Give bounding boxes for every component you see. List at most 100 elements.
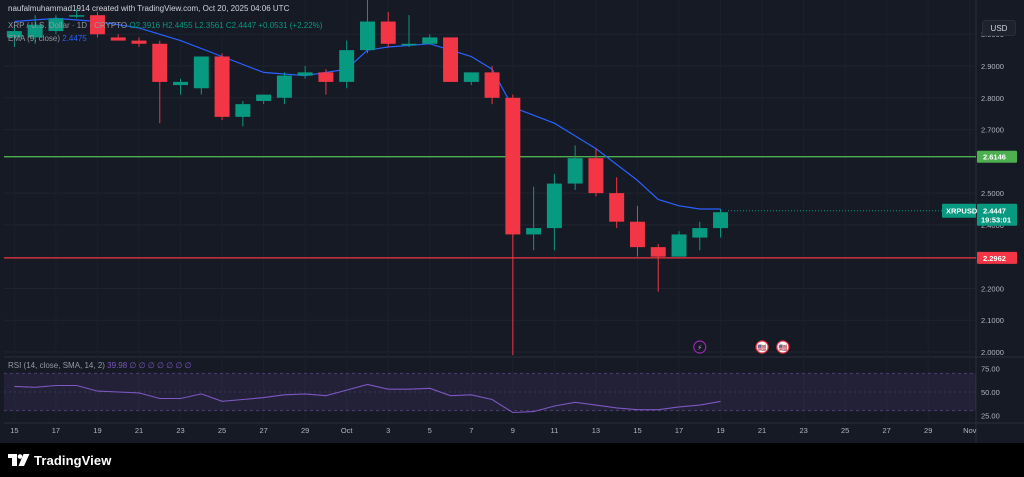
candle-body-up[interactable] (671, 234, 687, 257)
candles (6, 0, 729, 356)
candle-body-down[interactable] (110, 37, 126, 41)
level-tag (977, 150, 1017, 163)
candle-body-up[interactable] (27, 24, 43, 38)
date-tick-label: 17 (675, 426, 683, 435)
candle-body-up[interactable] (69, 15, 85, 17)
price-tick-label: 2.9000 (981, 62, 1004, 71)
tradingview-logo-text: TradingView (34, 452, 112, 468)
candle-body-down[interactable] (650, 247, 666, 257)
candle-body-up[interactable] (692, 228, 708, 238)
rsi-values: 39.98 ∅ ∅ ∅ ∅ ∅ ∅ ∅ (107, 361, 192, 370)
date-tick-label: 29 (924, 426, 932, 435)
date-tick-label: 29 (301, 426, 309, 435)
price-tick-label: 2.5000 (981, 189, 1004, 198)
date-tick-label: 15 (10, 426, 18, 435)
date-tick-label: 9 (511, 426, 515, 435)
date-tick-label: 19 (716, 426, 724, 435)
date-tick-label: 7 (469, 426, 473, 435)
candle-body-up[interactable] (401, 43, 417, 46)
symbol-title: XRP / U.S. Dollar · 1D · CRYPTO (8, 21, 128, 30)
rsi-band (4, 372, 976, 412)
date-tick-label: 17 (52, 426, 60, 435)
candle-body-up[interactable] (713, 212, 729, 229)
symbol-tag-label: XRPUSD (946, 207, 978, 216)
watermark-bar: TradingView (0, 443, 1024, 477)
lightning-icon-glyph: ⚡ (697, 344, 702, 352)
candle-body-down[interactable] (629, 221, 645, 248)
us-flag-icon[interactable] (776, 340, 790, 354)
candle-body-up[interactable] (6, 31, 22, 38)
candle-body-down[interactable] (588, 158, 604, 194)
candle-body-up[interactable] (339, 50, 355, 82)
rsi-legend[interactable]: RSI (14, close, SMA, 14, 2) 39.98 ∅ ∅ ∅ … (8, 361, 192, 370)
date-tick-label: 11 (550, 426, 558, 435)
date-tick-label: 21 (758, 426, 766, 435)
rsi-tick-label: 25.00 (981, 411, 1000, 420)
date-tick-label: 25 (218, 426, 226, 435)
us-flag-icon[interactable] (755, 340, 769, 354)
level-tag-label: 2.6146 (983, 153, 1006, 162)
date-tick-label: 21 (135, 426, 143, 435)
rsi-tick-label: 50.00 (981, 388, 1000, 397)
event-icons: ⚡ 🇺🇸 🇺🇸 (693, 340, 790, 354)
rsi-layer (14, 383, 721, 414)
level-tag-label: 2.2962 (983, 254, 1006, 263)
lightning-icon[interactable] (693, 340, 707, 354)
symbol-tag (942, 203, 976, 218)
symbol-legend[interactable]: XRP / U.S. Dollar · 1D · CRYPTO O2.3916 … (8, 21, 322, 30)
candle-body-down[interactable] (318, 72, 334, 82)
countdown-label: 19:53:01 (981, 216, 1011, 225)
date-tick-label: 27 (259, 426, 267, 435)
date-tick-label: 25 (841, 426, 849, 435)
date-tick-label: 23 (799, 426, 807, 435)
candle-body-up[interactable] (297, 72, 313, 76)
candle-body-up[interactable] (235, 104, 251, 117)
candle-body-down[interactable] (380, 21, 396, 44)
candle-body-up[interactable] (48, 18, 64, 32)
tradingview-logo-icon (8, 454, 30, 466)
date-tick-label: 5 (428, 426, 432, 435)
date-tick-label: 13 (592, 426, 600, 435)
rsi-tick-label: 75.00 (981, 365, 1000, 374)
tradingview-logo[interactable]: TradingView (8, 450, 111, 470)
date-tick-label: 27 (883, 426, 891, 435)
ema-line (14, 17, 721, 210)
candle-body-down[interactable] (484, 72, 500, 98)
candle-body-down[interactable] (131, 40, 147, 44)
last-price-tag (977, 203, 1017, 226)
candle-body-up[interactable] (359, 21, 375, 51)
ema-label: EMA (9, close) (8, 34, 61, 43)
ema-layer (14, 17, 721, 210)
price-tick-label: 2.1000 (981, 316, 1004, 325)
candle-body-up[interactable] (256, 94, 272, 101)
candle-body-up[interactable] (276, 75, 292, 98)
candle-body-down[interactable] (152, 43, 168, 82)
chart-frame: ⚡🇺🇸🇺🇸 3.00002.90002.80002.70002.50002.40… (0, 0, 1024, 443)
candle-body-up[interactable] (546, 183, 562, 229)
price-tick-label: 2.0000 (981, 348, 1004, 357)
ema-legend[interactable]: EMA (9, close) 2.4475 (8, 34, 87, 43)
candle-body-down[interactable] (443, 37, 459, 82)
ema-value: 2.4475 (62, 34, 87, 43)
level-tag (977, 251, 1017, 264)
candle-body-up[interactable] (173, 81, 189, 86)
candle-body-down[interactable] (609, 193, 625, 222)
candle-body-down[interactable] (505, 97, 521, 235)
credit-text: naufalmuhammad1914 created with TradingV… (8, 4, 290, 13)
candle-body-up[interactable] (463, 72, 479, 82)
candle-body-up[interactable] (422, 37, 438, 44)
candle-body-up[interactable] (526, 228, 542, 235)
candle-body-up[interactable] (567, 158, 583, 184)
candle-body-down[interactable] (214, 56, 230, 117)
us-flag-icon-glyph: 🇺🇸 (758, 344, 767, 352)
currency-button[interactable]: USD (982, 20, 1016, 36)
us-flag-icon-glyph: 🇺🇸 (778, 344, 787, 352)
candle-body-down[interactable] (89, 15, 105, 35)
candle-body-up[interactable] (193, 56, 209, 89)
price-tick-label: 2.2000 (981, 284, 1004, 293)
chart-canvas[interactable]: ⚡🇺🇸🇺🇸 3.00002.90002.80002.70002.50002.40… (0, 0, 1024, 443)
price-tick-label: 2.8000 (981, 94, 1004, 103)
ohlc-values: O2.3916 H2.4455 L2.3561 C2.4447 +0.0531 … (129, 21, 323, 30)
date-tick-label: 15 (633, 426, 641, 435)
